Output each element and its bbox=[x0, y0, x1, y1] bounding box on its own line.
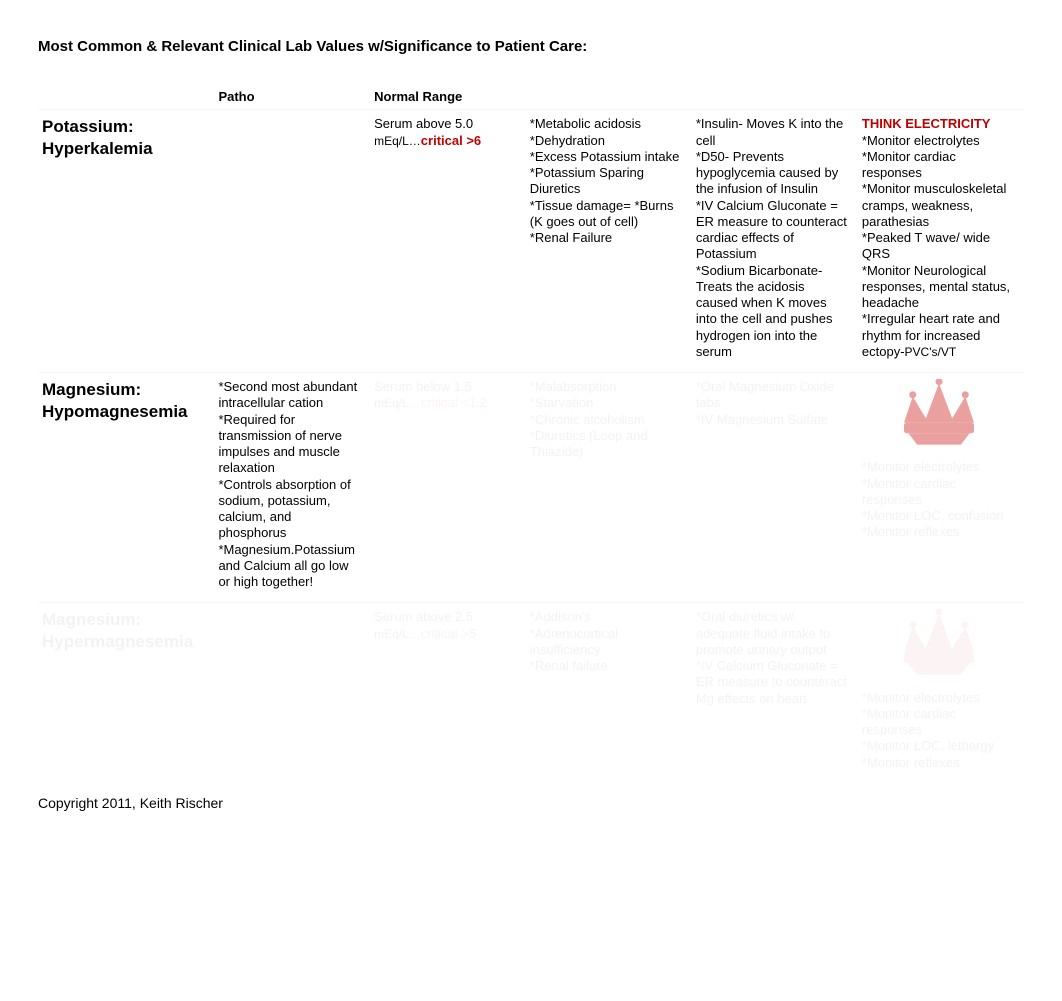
list-item: *Excess Potassium intake bbox=[530, 149, 684, 165]
list-item: *Irregular heart rate and rhythm for inc… bbox=[862, 311, 1016, 360]
nursing-cell: *Monitor electrolytes*Monitor cardiac re… bbox=[858, 603, 1024, 783]
copyright: Copyright 2011, Keith Rischer bbox=[38, 795, 1024, 811]
list-item: *Monitor LOC, confusion bbox=[862, 508, 1016, 524]
list-item: *Monitor reflexes bbox=[862, 755, 1016, 771]
list-item: *Renal Failure bbox=[530, 230, 684, 246]
queen-icon bbox=[862, 609, 1016, 683]
list-item: *Starvation bbox=[530, 395, 684, 411]
list-item: *Renal failure bbox=[530, 658, 684, 674]
list-item: *Tissue damage= *Burns (K goes out of ce… bbox=[530, 198, 684, 231]
nursing-cell: THINK ELECTRICITY*Monitor electrolytes*M… bbox=[858, 110, 1024, 373]
treatment-cell: *Oral diuretics w/ adequate fluid intake… bbox=[692, 603, 858, 783]
list-item: *Monitor LOC, lethargy bbox=[862, 738, 1016, 754]
col-header bbox=[858, 83, 1024, 110]
list-item: *Monitor cardiac responses bbox=[862, 706, 1016, 739]
list-item: *Controls absorption of sodium, potassiu… bbox=[218, 477, 362, 542]
list-item: *Dehydration bbox=[530, 133, 684, 149]
list-item: *Insulin- Moves K into the cell bbox=[696, 116, 850, 149]
lab-name-cell: Potassium:Hyperkalemia bbox=[38, 110, 214, 373]
col-header-patho: Patho bbox=[214, 83, 370, 110]
page-title: Most Common & Relevant Clinical Lab Valu… bbox=[38, 38, 1024, 55]
lab-name-cell: Magnesium:Hypomagnesemia bbox=[38, 373, 214, 603]
list-item: *Sodium Bicarbonate- Treats the acidosis… bbox=[696, 263, 850, 361]
patho-cell bbox=[214, 110, 370, 373]
table-row: Magnesium:Hypermagnesemia Serum above 2.5… bbox=[38, 603, 1024, 783]
range-cell: Serum below 1.5 mEq/L…critical <1.2 bbox=[370, 373, 526, 603]
think-header: THINK ELECTRICITY bbox=[862, 116, 1016, 132]
queen-icon bbox=[862, 379, 1016, 453]
list-item: *Potassium Sparing Diuretics bbox=[530, 165, 684, 198]
list-item: *Monitor Neurological responses, mental … bbox=[862, 263, 1016, 312]
list-item: *Monitor electrolytes bbox=[862, 690, 1016, 706]
list-item: *D50- Prevents hypoglycemia caused by th… bbox=[696, 149, 850, 198]
list-item: *Oral Magnesium Oxide tabs bbox=[696, 379, 850, 412]
list-item: *Monitor electrolytes bbox=[862, 459, 1016, 475]
list-item: *Addison's bbox=[530, 609, 684, 625]
list-item: *Monitor musculoskeletal cramps, weaknes… bbox=[862, 181, 1016, 230]
range-cell: Serum above 5.0 mEq/L…critical >6 bbox=[370, 110, 526, 373]
list-item: *Adrenocortical insufficiency bbox=[530, 626, 684, 659]
causes-cell: *Addison's*Adrenocortical insufficiency*… bbox=[526, 603, 692, 783]
list-item: *Required for transmission of nerve impu… bbox=[218, 412, 362, 477]
list-item: *IV Magnesium Sulfate bbox=[696, 412, 850, 428]
col-header bbox=[526, 83, 692, 110]
col-header bbox=[692, 83, 858, 110]
list-item: *Chronic alcoholism bbox=[530, 412, 684, 428]
lab-values-table: Patho Normal Range Potassium:Hyperkalemi… bbox=[38, 83, 1024, 783]
list-item: *Second most abundant intracellular cati… bbox=[218, 379, 362, 412]
lab-name-cell: Magnesium:Hypermagnesemia bbox=[38, 603, 214, 783]
treatment-cell: *Oral Magnesium Oxide tabs*IV Magnesium … bbox=[692, 373, 858, 603]
table-row: Magnesium:Hypomagnesemia*Second most abu… bbox=[38, 373, 1024, 603]
list-item: *Metabolic acidosis bbox=[530, 116, 684, 132]
list-item: *Malabsorption bbox=[530, 379, 684, 395]
list-item: *Peaked T wave/ wide QRS bbox=[862, 230, 1016, 263]
list-item: *Monitor reflexes bbox=[862, 524, 1016, 540]
list-item: *Diuretics (Loop and Thiazide) bbox=[530, 428, 684, 461]
range-cell: Serum above 2.5 mEq/L…critical >5 bbox=[370, 603, 526, 783]
nursing-cell: *Monitor electrolytes*Monitor cardiac re… bbox=[858, 373, 1024, 603]
treatment-cell: *Insulin- Moves K into the cell*D50- Pre… bbox=[692, 110, 858, 373]
causes-cell: *Metabolic acidosis*Dehydration*Excess P… bbox=[526, 110, 692, 373]
list-item: *Monitor cardiac responses bbox=[862, 149, 1016, 182]
patho-cell: *Second most abundant intracellular cati… bbox=[214, 373, 370, 603]
list-item: *Magnesium.Potassium and Calcium all go … bbox=[218, 542, 362, 591]
col-header bbox=[38, 83, 214, 110]
list-item: *Monitor electrolytes bbox=[862, 133, 1016, 149]
list-item: *Monitor cardiac responses bbox=[862, 476, 1016, 509]
table-header-row: Patho Normal Range bbox=[38, 83, 1024, 110]
list-item: *IV Calcium Gluconate = ER measure to co… bbox=[696, 198, 850, 263]
list-item: *IV Calcium Gluconate = ER measure to co… bbox=[696, 658, 850, 707]
patho-cell bbox=[214, 603, 370, 783]
table-row: Potassium:Hyperkalemia Serum above 5.0 mE… bbox=[38, 110, 1024, 373]
col-header-range: Normal Range bbox=[370, 83, 526, 110]
list-item: *Oral diuretics w/ adequate fluid intake… bbox=[696, 609, 850, 658]
causes-cell: *Malabsorption*Starvation*Chronic alcoho… bbox=[526, 373, 692, 603]
